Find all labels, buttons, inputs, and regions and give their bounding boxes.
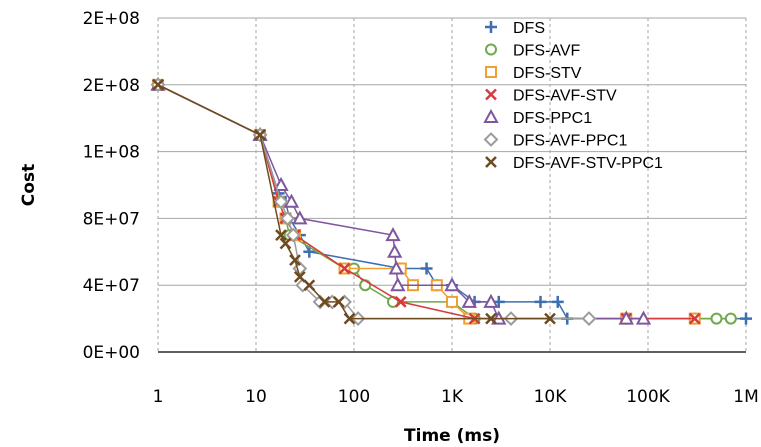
x-tick-label: 1M xyxy=(733,387,758,407)
data-point xyxy=(318,296,331,308)
data-point xyxy=(385,227,401,242)
legend-marker xyxy=(485,21,497,33)
data-point xyxy=(485,312,497,325)
series-line xyxy=(157,84,731,320)
data-point xyxy=(273,176,289,191)
legend-marker xyxy=(483,132,499,147)
data-point xyxy=(710,312,723,325)
data-point xyxy=(359,279,372,292)
data-point xyxy=(444,277,460,292)
x-tick-label: 100 xyxy=(338,387,370,407)
series-line xyxy=(157,84,695,320)
data-point xyxy=(279,237,292,250)
series-3 xyxy=(152,78,701,325)
data-point xyxy=(740,312,752,325)
legend-label: DFS-STV xyxy=(513,65,582,82)
data-point xyxy=(388,260,404,275)
data-point xyxy=(280,210,295,226)
legend-item: DFS xyxy=(485,20,545,37)
data-point xyxy=(273,194,289,210)
data-point xyxy=(551,295,564,308)
legend-item: DFS-AVF-STV xyxy=(485,88,617,105)
data-point xyxy=(254,129,266,141)
data-point xyxy=(544,312,556,325)
series-2 xyxy=(152,78,701,325)
data-point xyxy=(343,312,356,325)
data-point xyxy=(293,270,306,283)
legend-label: DFS-AVF-STV xyxy=(513,88,617,105)
data-point xyxy=(332,296,345,308)
legend-item: DFS-PPC1 xyxy=(483,108,592,127)
data-point xyxy=(394,296,407,308)
x-tick-label: 1 xyxy=(153,387,164,407)
y-tick-label: 2E+08 xyxy=(83,76,140,96)
series-6 xyxy=(152,78,556,325)
chart-legend: DFS DFS-AVF DFS-STV DFS-AVF-STV DFS-PPC1 DFS-… xyxy=(483,20,663,172)
data-point xyxy=(152,78,164,91)
data-point xyxy=(618,310,634,325)
y-axis-title: Cost xyxy=(19,164,39,206)
legend-marker xyxy=(485,88,497,101)
legend-label: DFS-AVF-STV-PPC1 xyxy=(513,155,663,172)
y-tick-label: 4E+07 xyxy=(83,276,140,296)
data-point xyxy=(534,295,547,308)
series-line xyxy=(157,84,695,320)
chart-series xyxy=(150,76,752,327)
data-point xyxy=(303,279,316,292)
legend-marker xyxy=(485,43,497,56)
legend-item: DFS-STV xyxy=(485,65,582,82)
x-tick-label: 1K xyxy=(441,387,464,407)
legend-label: DFS xyxy=(513,20,545,37)
data-point xyxy=(292,210,308,225)
data-point xyxy=(446,295,458,308)
y-tick-label: 2E+08 xyxy=(83,9,140,29)
data-point xyxy=(338,262,351,275)
legend-marker xyxy=(483,108,499,123)
data-point xyxy=(420,262,433,275)
data-point xyxy=(275,229,287,241)
data-point xyxy=(483,293,499,308)
data-point xyxy=(283,193,300,208)
data-point xyxy=(285,227,301,243)
x-tick-label: 10 xyxy=(245,387,267,407)
chart-grid xyxy=(157,17,747,352)
data-point xyxy=(581,311,597,327)
chart-axes: 0E+00 4E+07 8E+07 1E+08 2E+08 2E+08 1 10 100 1K 10… xyxy=(83,9,759,407)
data-point xyxy=(386,243,403,258)
legend-marker xyxy=(485,66,497,78)
data-point xyxy=(635,310,652,325)
data-point xyxy=(390,277,406,292)
x-tick-label: 100K xyxy=(626,387,670,407)
x-tick-label: 10K xyxy=(534,387,568,407)
legend-label: DFS-AVF xyxy=(513,43,580,60)
legend-item: DFS-AVF-STV-PPC1 xyxy=(485,155,663,172)
data-point xyxy=(724,312,737,325)
legend-label: DFS-AVF-PPC1 xyxy=(513,133,627,150)
legend-item: DFS-AVF-PPC1 xyxy=(483,132,627,150)
y-tick-label: 8E+07 xyxy=(83,209,140,229)
data-point xyxy=(461,293,477,308)
y-tick-label: 0E+00 xyxy=(83,343,140,363)
x-axis-title: Time (ms) xyxy=(404,426,500,446)
y-tick-label: 1E+08 xyxy=(83,143,140,163)
legend-item: DFS-AVF xyxy=(485,43,580,60)
legend-marker xyxy=(485,156,497,168)
legend-label: DFS-PPC1 xyxy=(513,110,592,127)
data-point xyxy=(289,254,301,267)
data-point xyxy=(688,312,701,325)
